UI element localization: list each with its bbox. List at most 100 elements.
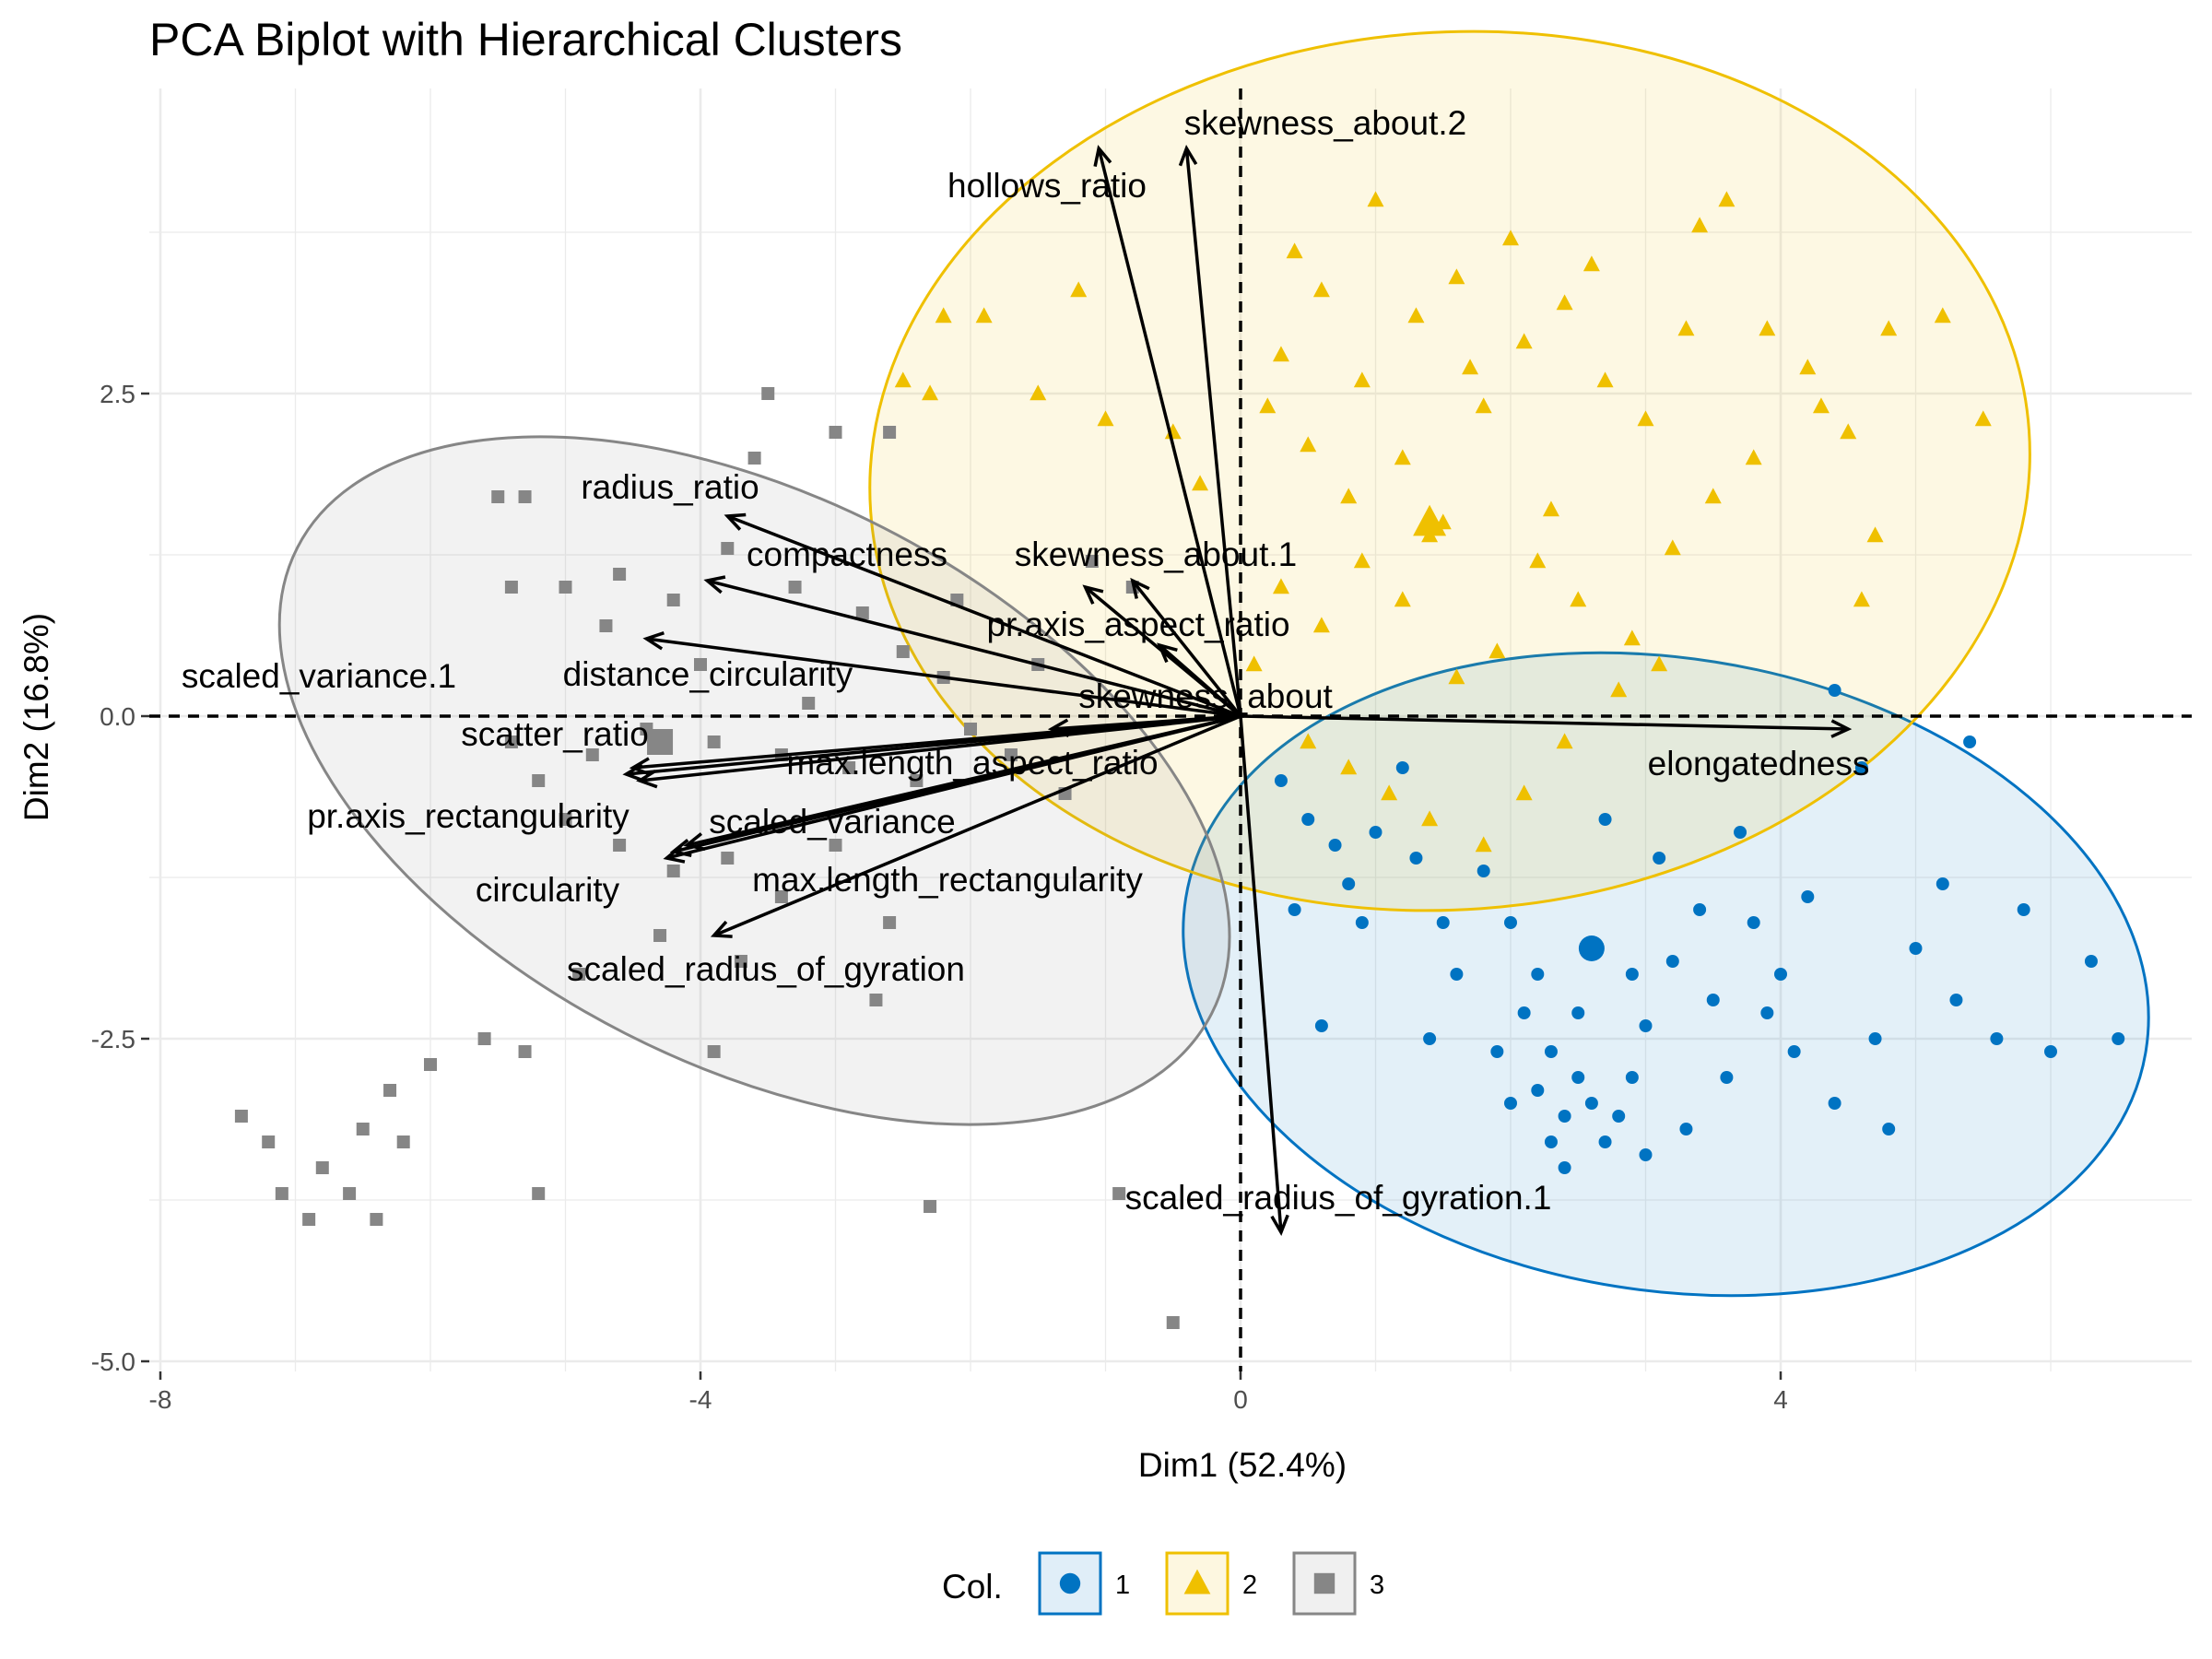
point-cluster-2 [1192, 475, 1209, 491]
point-cluster-2 [1448, 268, 1465, 285]
legend-title: Col. [942, 1568, 1003, 1606]
point-cluster-2 [1502, 229, 1519, 246]
point-cluster-1 [1949, 994, 1963, 1006]
point-cluster-1 [1787, 1045, 1801, 1058]
centroid-cluster-3 [647, 729, 674, 755]
point-cluster-2 [1367, 191, 1384, 207]
point-cluster-3 [518, 1045, 532, 1058]
point-cluster-1 [1882, 1123, 1896, 1135]
point-cluster-1 [1665, 955, 1679, 968]
point-cluster-2 [1610, 681, 1628, 698]
point-cluster-2 [1880, 320, 1898, 336]
arrowhead-scatter_ratio [629, 757, 652, 776]
point-cluster-3 [666, 594, 680, 606]
point-cluster-1 [1301, 813, 1315, 826]
point-cluster-2 [1529, 552, 1547, 569]
point-cluster-1 [1639, 1148, 1653, 1161]
point-cluster-2 [1718, 191, 1735, 207]
point-cluster-3 [869, 994, 883, 1006]
arrowhead-pr.axis_rectangularity [636, 769, 658, 789]
point-cluster-3 [694, 658, 707, 671]
point-cluster-2 [1812, 397, 1830, 414]
point-cluster-2 [1866, 526, 1884, 543]
point-cluster-2 [1300, 436, 1317, 453]
arrowhead-skewness_about.2 [1178, 144, 1198, 167]
point-cluster-1 [1504, 1097, 1517, 1110]
point-cluster-3 [343, 1187, 357, 1200]
point-cluster-1 [1598, 1135, 1612, 1148]
point-cluster-1 [2084, 955, 2098, 968]
point-cluster-3 [532, 774, 546, 787]
point-cluster-1 [1504, 916, 1517, 929]
point-cluster-1 [1288, 903, 1301, 916]
point-cluster-2 [1570, 591, 1587, 607]
loading-label: max.length_aspect_ratio [786, 744, 1158, 782]
point-cluster-2 [975, 307, 993, 324]
chart-title: PCA Biplot with Hierarchical Clusters [149, 14, 902, 65]
point-cluster-3 [842, 761, 856, 774]
point-cluster-1 [1598, 813, 1612, 826]
point-cluster-3 [396, 1135, 410, 1148]
cluster-ellipses [277, 29, 2150, 1298]
point-cluster-3 [774, 890, 788, 903]
arrowhead-scaled_radius_of_gyration [710, 920, 733, 938]
legend-marker-1 [1059, 1572, 1081, 1594]
arrow-skewness_about [1158, 643, 1242, 718]
point-cluster-3 [734, 955, 747, 968]
point-cluster-1 [1653, 852, 1666, 865]
point-cluster-3 [1112, 1187, 1126, 1200]
point-cluster-2 [1596, 371, 1614, 388]
loading-label: skewness_about [1078, 677, 1333, 715]
point-cluster-1 [1531, 968, 1545, 981]
point-cluster-1 [1963, 735, 1977, 748]
point-cluster-1 [1801, 890, 1815, 903]
loading-label: hollows_ratio [947, 167, 1147, 205]
point-cluster-2 [1799, 359, 1817, 375]
centroid-cluster-1 [1578, 935, 1605, 961]
point-cluster-1 [1571, 1006, 1585, 1019]
point-cluster-3 [788, 581, 802, 594]
arrow-skewness_about.2 [1184, 147, 1242, 717]
point-cluster-3 [666, 865, 680, 877]
point-cluster-1 [1828, 1097, 1841, 1110]
point-cluster-2 [1394, 591, 1411, 607]
point-cluster-1 [1990, 1032, 2004, 1045]
point-cluster-3 [910, 774, 924, 787]
loading-label: radius_ratio [581, 468, 759, 506]
arrowhead-elongatedness [1830, 719, 1853, 738]
point-cluster-1 [1274, 774, 1288, 787]
cluster-ellipse-1 [1182, 651, 2150, 1298]
point-cluster-2 [1381, 784, 1398, 801]
x-axis-title: Dim1 (52.4%) [1138, 1446, 1347, 1484]
point-cluster-2 [935, 307, 952, 324]
arrowhead-skewness_about [1157, 642, 1178, 664]
point-cluster-1 [1558, 1161, 1571, 1174]
point-cluster-2 [1407, 307, 1425, 324]
point-cluster-3 [964, 723, 977, 735]
loading-label: elongatedness [1648, 745, 1870, 782]
x-tick-label: 0 [1233, 1385, 1248, 1414]
centroid-cluster-2 [1413, 504, 1447, 536]
point-cluster-3 [707, 735, 721, 748]
arrow-max.length_rectangularity [686, 714, 1241, 847]
point-cluster-3 [707, 1045, 721, 1058]
point-cluster-3 [383, 1084, 397, 1097]
point-cluster-2 [1704, 488, 1722, 504]
loading-label: scaled_radius_of_gyration.1 [1125, 1179, 1552, 1217]
point-cluster-3 [504, 735, 518, 748]
point-cluster-2 [1515, 784, 1533, 801]
point-cluster-3 [315, 1161, 329, 1174]
point-cluster-3 [829, 839, 842, 852]
loading-label: skewness_about.2 [1184, 104, 1466, 142]
arrow-pr.axis_rectangularity [639, 714, 1241, 782]
point-cluster-3 [1004, 748, 1018, 761]
point-cluster-2 [1272, 346, 1289, 362]
cluster-centroids [647, 504, 1605, 961]
grid [149, 88, 2192, 1371]
point-cluster-2 [1637, 410, 1654, 427]
point-cluster-3 [1166, 1316, 1180, 1329]
point-cluster-1 [1369, 826, 1382, 839]
point-cluster-2 [1745, 449, 1762, 465]
loading-label: scatter_ratio [461, 715, 649, 753]
legend-label-3: 3 [1370, 1571, 1384, 1600]
